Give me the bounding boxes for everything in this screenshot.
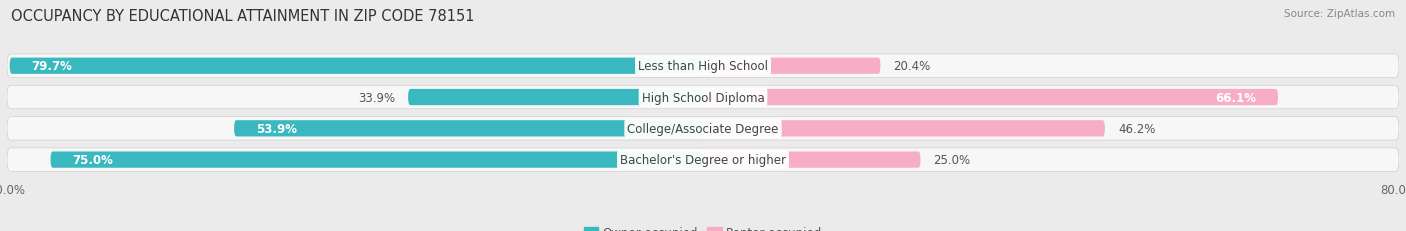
FancyBboxPatch shape: [408, 89, 703, 106]
FancyBboxPatch shape: [233, 121, 703, 137]
Text: 75.0%: 75.0%: [72, 153, 112, 166]
Text: 66.1%: 66.1%: [1215, 91, 1257, 104]
FancyBboxPatch shape: [7, 86, 1399, 109]
Text: 79.7%: 79.7%: [31, 60, 72, 73]
FancyBboxPatch shape: [703, 89, 1278, 106]
Text: Bachelor's Degree or higher: Bachelor's Degree or higher: [620, 153, 786, 166]
Text: 46.2%: 46.2%: [1118, 122, 1156, 135]
Text: 33.9%: 33.9%: [359, 91, 395, 104]
FancyBboxPatch shape: [7, 117, 1399, 140]
FancyBboxPatch shape: [703, 58, 880, 75]
Text: Source: ZipAtlas.com: Source: ZipAtlas.com: [1284, 9, 1395, 19]
FancyBboxPatch shape: [7, 148, 1399, 172]
Legend: Owner-occupied, Renter-occupied: Owner-occupied, Renter-occupied: [579, 222, 827, 231]
Text: 53.9%: 53.9%: [256, 122, 297, 135]
FancyBboxPatch shape: [10, 58, 703, 75]
FancyBboxPatch shape: [703, 152, 921, 168]
Text: 25.0%: 25.0%: [934, 153, 970, 166]
Text: OCCUPANCY BY EDUCATIONAL ATTAINMENT IN ZIP CODE 78151: OCCUPANCY BY EDUCATIONAL ATTAINMENT IN Z…: [11, 9, 475, 24]
FancyBboxPatch shape: [51, 152, 703, 168]
Text: High School Diploma: High School Diploma: [641, 91, 765, 104]
Text: 20.4%: 20.4%: [894, 60, 931, 73]
Text: College/Associate Degree: College/Associate Degree: [627, 122, 779, 135]
FancyBboxPatch shape: [703, 121, 1105, 137]
FancyBboxPatch shape: [7, 55, 1399, 78]
Text: Less than High School: Less than High School: [638, 60, 768, 73]
